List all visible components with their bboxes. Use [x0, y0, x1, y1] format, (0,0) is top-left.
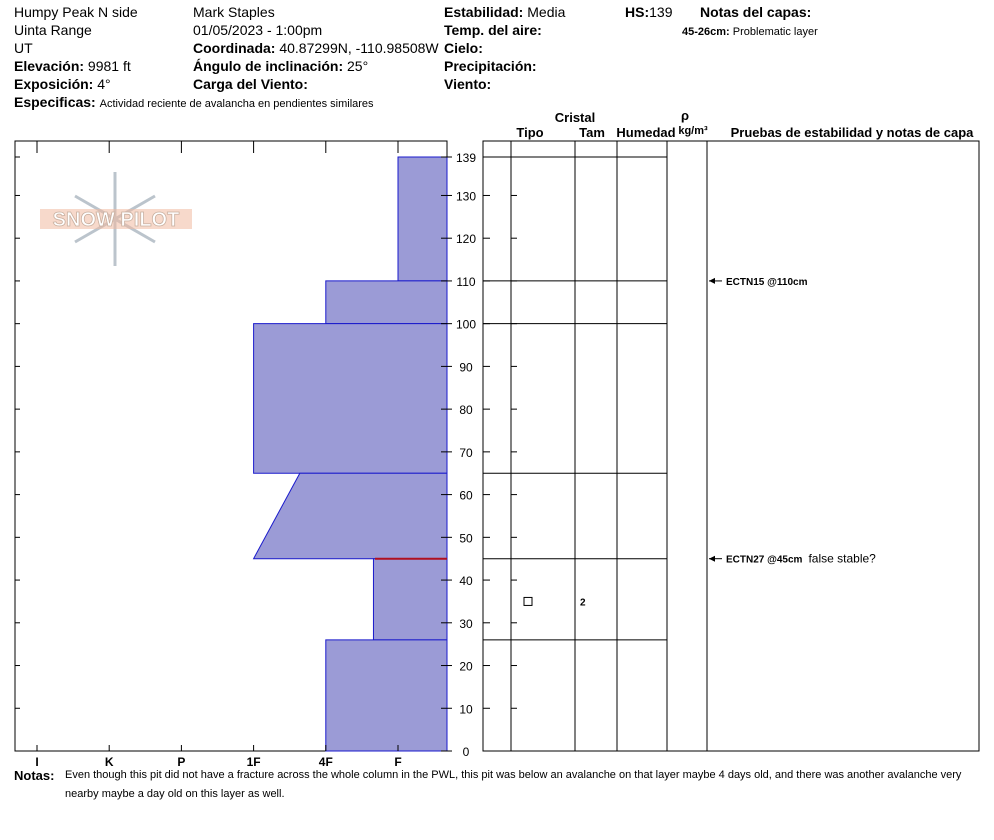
- hardness-layer: [325, 639, 448, 752]
- test-note: false stable?: [808, 552, 876, 566]
- y-tick-label: 70: [459, 446, 473, 460]
- hardness-label: I: [35, 755, 38, 769]
- col-tests: Pruebas de estabilidad y notas de capa: [731, 125, 975, 140]
- y-tick-label: 20: [459, 660, 473, 674]
- crystal-size: 2: [580, 597, 586, 608]
- crystal-symbol: [523, 596, 533, 606]
- y-tick-label: 60: [459, 489, 473, 503]
- coordinates: Coordinada: 40.87299N, -110.98508W: [193, 40, 439, 56]
- logo-text: SNOW PILOT: [53, 209, 180, 231]
- col-size: Tam: [579, 125, 605, 140]
- y-tick-label: 10: [459, 702, 473, 716]
- hardness-label: 1F: [247, 755, 261, 769]
- aspect: Exposición: 4°: [14, 76, 111, 92]
- test-result: ECTN27 @45cm false stable?: [726, 552, 876, 566]
- y-tick-label: 130: [456, 189, 476, 203]
- hardness-label: 4F: [319, 755, 333, 769]
- y-tick-label: 50: [459, 531, 473, 545]
- y-tick-label: 0: [463, 745, 470, 759]
- observer: Mark Staples: [193, 4, 275, 20]
- state: UT: [14, 40, 33, 56]
- col-moisture: Humedad: [616, 125, 675, 140]
- y-tick-label: 139: [456, 151, 476, 165]
- y-tick-label: 30: [459, 617, 473, 631]
- hardness-layer: [252, 472, 448, 560]
- y-tick-label: 40: [459, 574, 473, 588]
- wind: Viento:: [444, 76, 491, 92]
- col-density: ρ: [681, 108, 689, 123]
- logo-band: [40, 209, 192, 229]
- location: Humpy Peak N side: [14, 4, 138, 20]
- air-temp: Temp. del aire:: [444, 22, 542, 38]
- col-density-unit: kg/m³: [678, 125, 708, 137]
- arrow-head: [709, 555, 715, 562]
- notes-text: Even though this pit did not have a frac…: [65, 769, 962, 800]
- col-crystal: Cristal: [555, 110, 595, 125]
- slope-angle: Ángulo de inclinación: 25°: [193, 58, 368, 74]
- hardness-label: P: [177, 755, 185, 769]
- y-tick-label: 110: [456, 275, 475, 289]
- notes: Notas: Even though this pit did not have …: [14, 766, 979, 804]
- datetime: 01/05/2023 - 1:00pm: [193, 22, 322, 38]
- test-label: ECTN27 @45cm: [726, 555, 803, 566]
- hs: HS:139: [625, 4, 673, 20]
- col-type: Tipo: [516, 125, 543, 140]
- sky: Cielo:: [444, 40, 483, 56]
- layer-note: 45-26cm: Problematic layer: [682, 26, 818, 38]
- stability: Estabilidad: Media: [444, 4, 566, 20]
- column-lines: [510, 141, 708, 751]
- test-label: ECTN15 @110cm: [726, 277, 808, 288]
- y-tick-label: 90: [459, 360, 473, 374]
- hardness-layer: [372, 558, 448, 641]
- range: Uinta Range: [14, 22, 92, 38]
- notes-label: Notas:: [14, 768, 55, 783]
- grid-frame: [482, 140, 980, 752]
- specifics: Especificas: Actividad reciente de avala…: [14, 94, 374, 110]
- test-result: ECTN15 @110cm: [726, 277, 808, 288]
- hardness-label: K: [105, 755, 114, 769]
- y-tick-label: 100: [456, 318, 476, 332]
- precipitation: Precipitación:: [444, 58, 537, 74]
- y-tick-label: 120: [456, 232, 476, 246]
- layer-notes-title: Notas del capas:: [700, 4, 811, 20]
- hardness-layer: [397, 156, 448, 282]
- hardness-label: F: [394, 755, 401, 769]
- wind-loading: Carga del Viento:: [193, 76, 308, 92]
- hardness-layer: [325, 280, 448, 325]
- hardness-layer: [253, 323, 448, 474]
- y-tick-label: 80: [459, 403, 473, 417]
- arrow-head: [709, 277, 715, 284]
- elevation: Elevación: 9981 ft: [14, 58, 131, 74]
